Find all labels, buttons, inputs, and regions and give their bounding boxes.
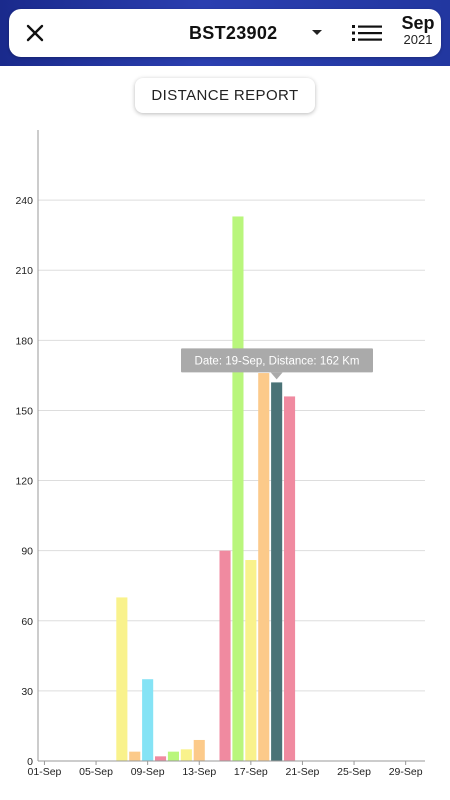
x-tick-label: 01-Sep [28,766,62,778]
bar-18-sep [258,373,270,761]
bar-12-sep [180,749,192,761]
x-tick-label: 05-Sep [79,766,113,778]
y-tick-label: 120 [15,476,33,488]
vehicle-label: BST23902 [189,22,278,43]
y-tick-label: 150 [15,405,33,417]
chart-tooltip: Date: 19-Sep, Distance: 162 Km [181,348,373,380]
year-label: 2021 [403,32,433,47]
y-tick-label: 30 [21,686,33,698]
chart-grid [38,199,425,692]
y-tick-label: 240 [15,195,33,207]
bar-17-sep [245,560,257,761]
bar-07-sep [116,597,128,761]
bar-13-sep [193,739,205,761]
tooltip-box [181,348,373,373]
bar-10-sep [155,756,167,761]
tooltip-text: Date: 19-Sep, Distance: 162 Km [195,355,360,367]
bar-15-sep [219,550,231,761]
x-tick-label: 09-Sep [131,766,165,778]
chart-bars [116,216,296,762]
x-tick-label: 17-Sep [234,766,268,778]
y-tick-label: 0 [27,756,33,768]
month-picker[interactable]: Sep 2021 [395,13,441,53]
bar-20-sep [284,396,296,761]
x-tick-label: 25-Sep [337,766,371,778]
y-tick-label: 60 [21,616,33,628]
y-tick-label: 90 [21,546,33,558]
bar-09-sep [142,679,154,761]
bar-11-sep [167,751,179,761]
x-tick-label: 13-Sep [182,766,216,778]
app-bar: BST23902 Sep 2021 [9,9,441,57]
caret-down-icon [312,30,322,35]
tooltip-pointer [270,372,283,380]
y-tick-label: 180 [15,335,33,347]
list-icon [352,25,382,41]
y-tick-label: 210 [15,265,33,277]
vehicle-dropdown[interactable]: BST23902 [179,17,331,49]
x-tick-label: 21-Sep [286,766,320,778]
bar-08-sep [129,751,141,761]
distance-report-button[interactable]: DISTANCE REPORT [135,78,315,113]
x-tick-label: 29-Sep [389,766,423,778]
month-label: Sep [401,13,435,33]
close-button[interactable] [17,15,53,51]
bar-16-sep [232,216,244,762]
list-view-button[interactable] [349,19,385,47]
bar-19-sep [271,382,283,761]
close-icon [26,24,44,42]
chart-axes: 0 30 60 90 120 150 180 210 240 01-Sep 05-Sep 09-Sep… [15,130,425,778]
